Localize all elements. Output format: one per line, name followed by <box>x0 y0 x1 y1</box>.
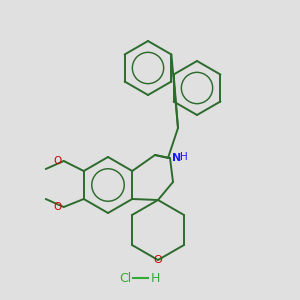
Text: H: H <box>180 152 188 162</box>
Text: O: O <box>53 202 62 212</box>
Text: N: N <box>172 153 181 163</box>
Text: Cl: Cl <box>119 272 131 284</box>
Text: O: O <box>53 156 62 166</box>
Text: H: H <box>150 272 160 284</box>
Text: O: O <box>154 255 162 265</box>
